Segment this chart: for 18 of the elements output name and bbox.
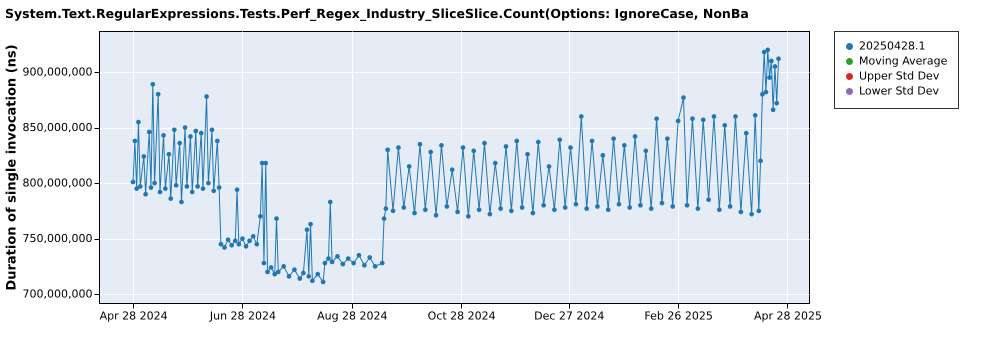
x-tick-label: Apr 28 2025	[754, 310, 822, 322]
x-tick-label: Aug 28 2024	[317, 310, 388, 322]
legend-label: Moving Average	[859, 54, 948, 68]
legend-label: Upper Std Dev	[859, 70, 940, 82]
x-tick-label: Apr 28 2024	[100, 310, 168, 322]
y-tick-label: 900,000,000	[22, 66, 92, 79]
y-tick-label: 750,000,000	[22, 232, 92, 246]
legend-label: Lower Std Dev	[859, 84, 940, 98]
x-tick-label: Dec 27 2024	[534, 310, 604, 322]
y-tick-label: 850,000,000	[22, 121, 92, 134]
x-tick-label: Jun 28 2024	[208, 310, 276, 322]
x-tick-label: Oct 28 2024	[428, 310, 496, 322]
x-tick-label: Feb 26 2025	[644, 310, 713, 322]
y-axis-title: Duration of single invocation (ns)	[4, 44, 20, 291]
y-tick-label: 700,000,000	[22, 288, 92, 301]
legend-label: 20250428.1	[859, 40, 926, 52]
y-tick-label: 800,000,000	[22, 176, 92, 190]
chart-title: System.Text.RegularExpressions.Tests.Perf_Regex_Industry_SliceSlice.Count(Options: IgnoreCase, NonBa	[5, 6, 749, 21]
